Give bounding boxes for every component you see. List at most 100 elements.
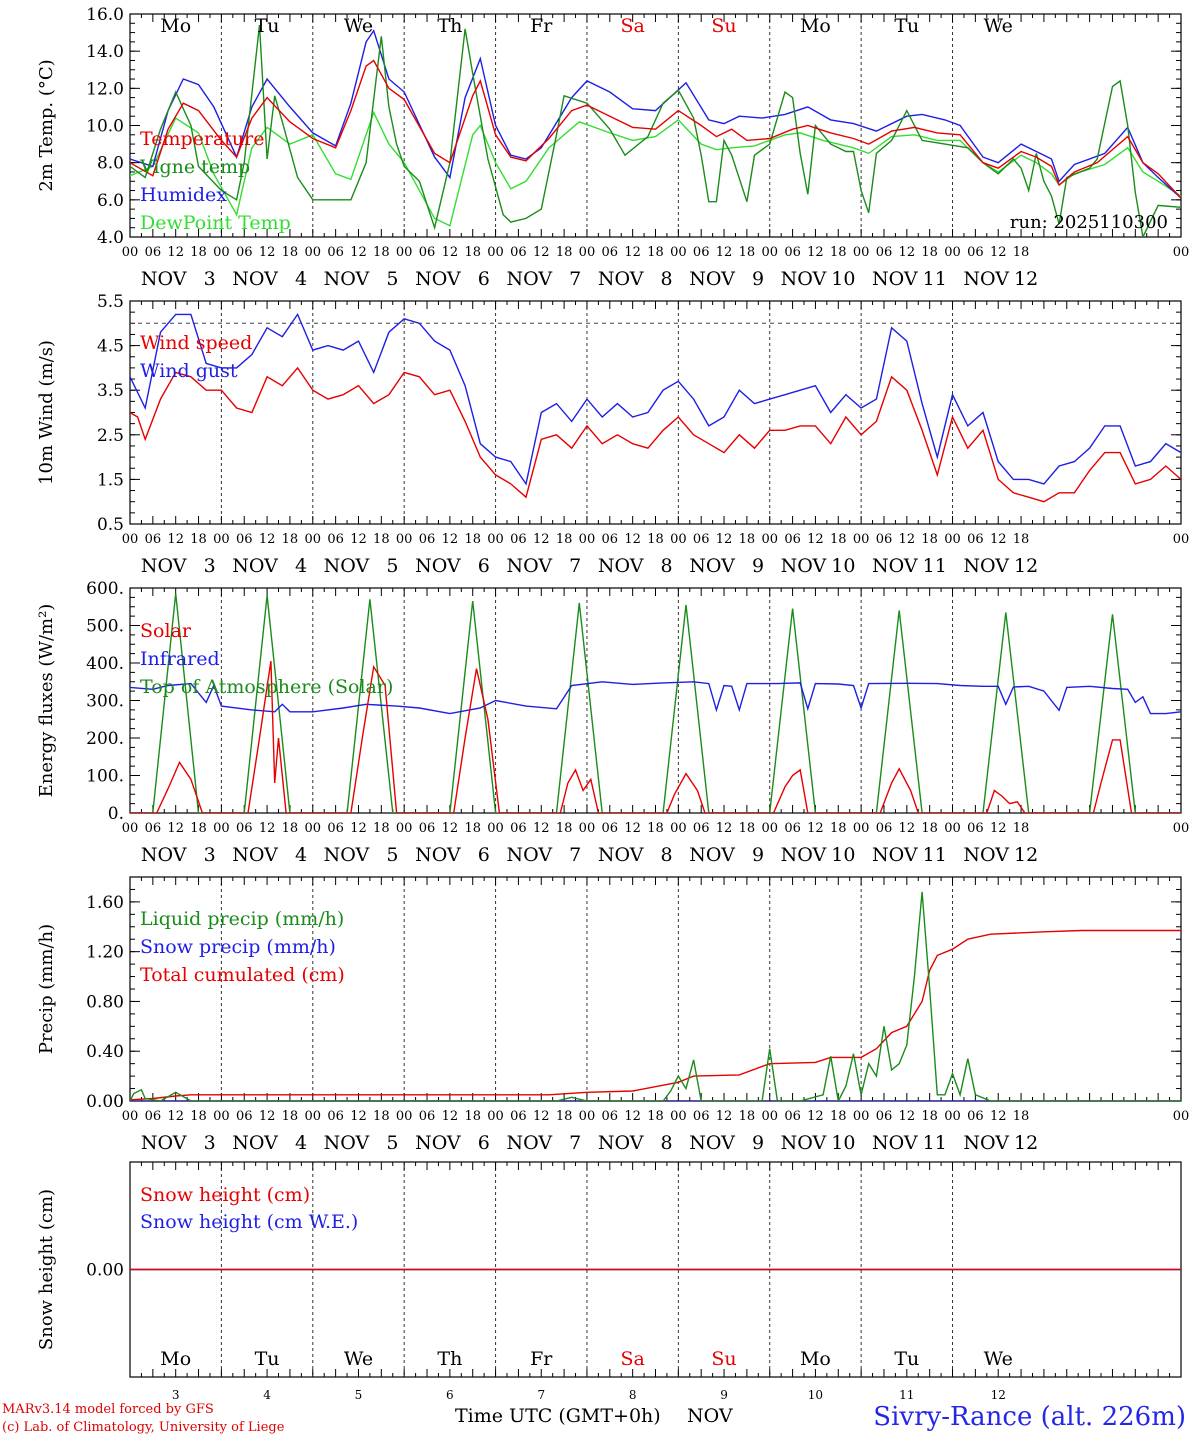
hour-tick-label: 12 — [167, 245, 184, 260]
legend-entry: Vigne temp — [139, 156, 250, 178]
hour-tick-label: 06 — [967, 821, 984, 836]
hour-tick-label: 00 — [1173, 245, 1190, 260]
hour-tick-label: 00 — [579, 821, 596, 836]
date-day-label: 3 — [204, 844, 216, 866]
date-month-label: NOV — [415, 1132, 461, 1154]
hour-tick-label: 18 — [190, 532, 207, 547]
weekday-label: Tu — [894, 15, 919, 37]
date-day-label: 5 — [386, 844, 398, 866]
date-month-label: NOV — [689, 555, 735, 577]
hour-tick-label: 00 — [761, 1109, 778, 1124]
hour-tick-label: 00 — [487, 532, 504, 547]
hour-tick-label: 12 — [259, 532, 276, 547]
hour-tick-label: 00 — [487, 1109, 504, 1124]
hour-tick-label: 00 — [579, 245, 596, 260]
weekday-label: Fr — [530, 1348, 553, 1370]
hour-tick-label: 06 — [967, 532, 984, 547]
weekday-label: Su — [711, 1348, 736, 1370]
hour-tick-label: 18 — [830, 532, 847, 547]
hour-tick-label: 12 — [167, 532, 184, 547]
hour-tick-label: 12 — [990, 1109, 1007, 1124]
weekday-label: We — [984, 1348, 1013, 1370]
date-day-label: 11 — [923, 268, 947, 290]
hour-tick-label: 18 — [647, 1109, 664, 1124]
hour-tick-label: 12 — [624, 821, 641, 836]
y-axis-label: Energy fluxes (W/m²) — [36, 604, 57, 798]
hour-tick-label: 06 — [967, 245, 984, 260]
date-day-label: 9 — [752, 555, 764, 577]
hour-tick-label: 00 — [213, 532, 230, 547]
date-day-label: 6 — [478, 1132, 490, 1154]
hour-tick-label: 00 — [944, 1109, 961, 1124]
series-line-infrared — [130, 681, 1181, 715]
date-day-label: 4 — [295, 268, 307, 290]
hour-tick-label: 00 — [213, 821, 230, 836]
hour-tick-label: 00 — [853, 821, 870, 836]
hour-tick-label: 06 — [876, 1109, 893, 1124]
day-number-label: 3 — [172, 1388, 180, 1402]
hour-tick-label: 18 — [556, 245, 573, 260]
date-day-label: 10 — [831, 1132, 855, 1154]
hour-tick-label: 12 — [716, 245, 733, 260]
date-month-label: NOV — [506, 844, 552, 866]
date-month-label: NOV — [689, 1132, 735, 1154]
hour-tick-label: 06 — [327, 1109, 344, 1124]
hour-tick-label: 06 — [967, 1109, 984, 1124]
hour-tick-label: 18 — [739, 532, 756, 547]
date-month-label: NOV — [506, 1132, 552, 1154]
date-day-label: 7 — [569, 844, 581, 866]
hour-tick-label: 06 — [876, 245, 893, 260]
hour-tick-label: 00 — [122, 245, 139, 260]
hour-tick-label: 18 — [1013, 245, 1030, 260]
hour-tick-label: 06 — [145, 245, 162, 260]
hour-tick-label: 12 — [990, 532, 1007, 547]
date-month-label: NOV — [324, 555, 370, 577]
credit-lab: (c) Lab. of Climatology, University of L… — [2, 1420, 285, 1435]
y-tick-label: 5.5 — [97, 292, 124, 312]
hour-tick-label: 18 — [190, 821, 207, 836]
legend-entry: Liquid precip (mm/h) — [140, 908, 344, 930]
hour-tick-label: 12 — [899, 245, 916, 260]
date-day-label: 4 — [295, 1132, 307, 1154]
hour-tick-label: 12 — [624, 1109, 641, 1124]
hour-tick-label: 00 — [853, 245, 870, 260]
x-axis-month: NOV — [687, 1405, 733, 1427]
hour-tick-label: 00 — [487, 245, 504, 260]
hour-tick-label: 12 — [259, 821, 276, 836]
date-day-label: 5 — [386, 1132, 398, 1154]
day-number-label: 9 — [720, 1388, 728, 1402]
y-tick-label: 4.0 — [97, 228, 124, 248]
hour-tick-label: 12 — [442, 1109, 459, 1124]
hour-tick-label: 06 — [602, 1109, 619, 1124]
date-day-label: 4 — [295, 844, 307, 866]
y-axis-label: Snow height (cm) — [36, 1189, 57, 1350]
weekday-label: Th — [437, 15, 462, 37]
panel-frame — [129, 13, 1182, 238]
hour-tick-label: 18 — [282, 821, 299, 836]
y-tick-label: 1.60 — [86, 893, 124, 913]
weekday-label: We — [344, 1348, 373, 1370]
date-month-label: NOV — [598, 268, 644, 290]
date-month-label: NOV — [781, 844, 827, 866]
hour-tick-label: 00 — [1173, 1109, 1190, 1124]
hour-tick-label: 18 — [556, 1109, 573, 1124]
hour-tick-label: 00 — [944, 821, 961, 836]
date-day-label: 7 — [569, 555, 581, 577]
legend-entry: Total cumulated (cm) — [140, 964, 345, 986]
day-number-label: 4 — [263, 1388, 271, 1402]
y-tick-label: 200. — [86, 729, 124, 749]
hour-tick-label: 06 — [602, 532, 619, 547]
date-day-label: 6 — [478, 268, 490, 290]
hour-tick-label: 18 — [1013, 821, 1030, 836]
hour-tick-label: 12 — [716, 821, 733, 836]
hour-tick-label: 06 — [419, 821, 436, 836]
y-tick-label: 100. — [86, 767, 124, 787]
date-month-label: NOV — [141, 1132, 187, 1154]
date-day-label: 4 — [295, 555, 307, 577]
y-tick-label: 8.0 — [97, 154, 124, 174]
series-line-temperature — [130, 59, 1181, 199]
hour-tick-label: 06 — [693, 245, 710, 260]
y-tick-label: 12.0 — [86, 79, 124, 99]
y-axis-label: 2m Temp. (°C) — [36, 59, 57, 191]
date-month-label: NOV — [963, 844, 1009, 866]
